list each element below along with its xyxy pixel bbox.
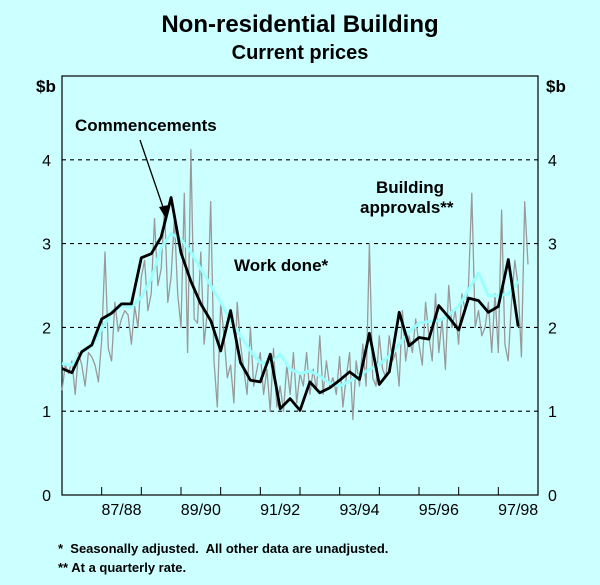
y-tick-label-right: 3: [548, 237, 557, 254]
y-tick-label-left: 4: [42, 153, 51, 170]
chart-subtitle: Current prices: [231, 42, 369, 64]
y-tick-label-right: 1: [548, 404, 557, 421]
tick-marks: [101, 487, 499, 495]
annotation-approvals: approvals**: [360, 198, 454, 217]
y-tick-labels: 0 0 1 1 2 2 3 3 4 4: [42, 153, 557, 505]
line-commencements: [61, 196, 520, 412]
x-tick-labels: 87/88 89/90 91/92 93/94 95/96 97/98: [101, 502, 538, 519]
x-tick-label: 89/90: [181, 502, 221, 519]
x-tick-label: 91/92: [260, 502, 300, 519]
annotation-commencements-arrow: [139, 139, 165, 211]
x-tick-label: 93/94: [339, 502, 379, 519]
x-tick-label: 95/96: [419, 502, 459, 519]
y-tick-label-right: 2: [548, 320, 557, 337]
annotation-commencements: Commencements: [75, 116, 217, 135]
y-tick-label-left: 0: [42, 488, 51, 505]
y-tick-label-right: 0: [548, 488, 557, 505]
footnote-2: ** At a quarterly rate.: [58, 560, 187, 575]
footnote-1: * Seasonally adjusted. All other data ar…: [58, 541, 389, 556]
line-building-approvals: [61, 149, 529, 421]
y-unit-left: $b: [36, 77, 56, 96]
y-tick-label-left: 1: [42, 404, 51, 421]
y-unit-right: $b: [546, 77, 566, 96]
y-tick-label-left: 2: [42, 320, 51, 337]
series-lines: [61, 149, 529, 421]
y-tick-label-left: 3: [42, 237, 51, 254]
annotation-arrowhead: [159, 205, 169, 219]
footnotes: * Seasonally adjusted. All other data ar…: [58, 539, 578, 577]
line-work-done: [61, 232, 520, 388]
annotation-work-done: Work done*: [234, 256, 329, 275]
chart-title: Non-residential Building: [161, 11, 439, 38]
plot-frame: [61, 75, 539, 496]
x-tick-label: 97/98: [498, 502, 538, 519]
annotation-building: Building: [376, 178, 444, 197]
y-tick-label-right: 4: [548, 153, 557, 170]
x-tick-label: 87/88: [101, 502, 141, 519]
